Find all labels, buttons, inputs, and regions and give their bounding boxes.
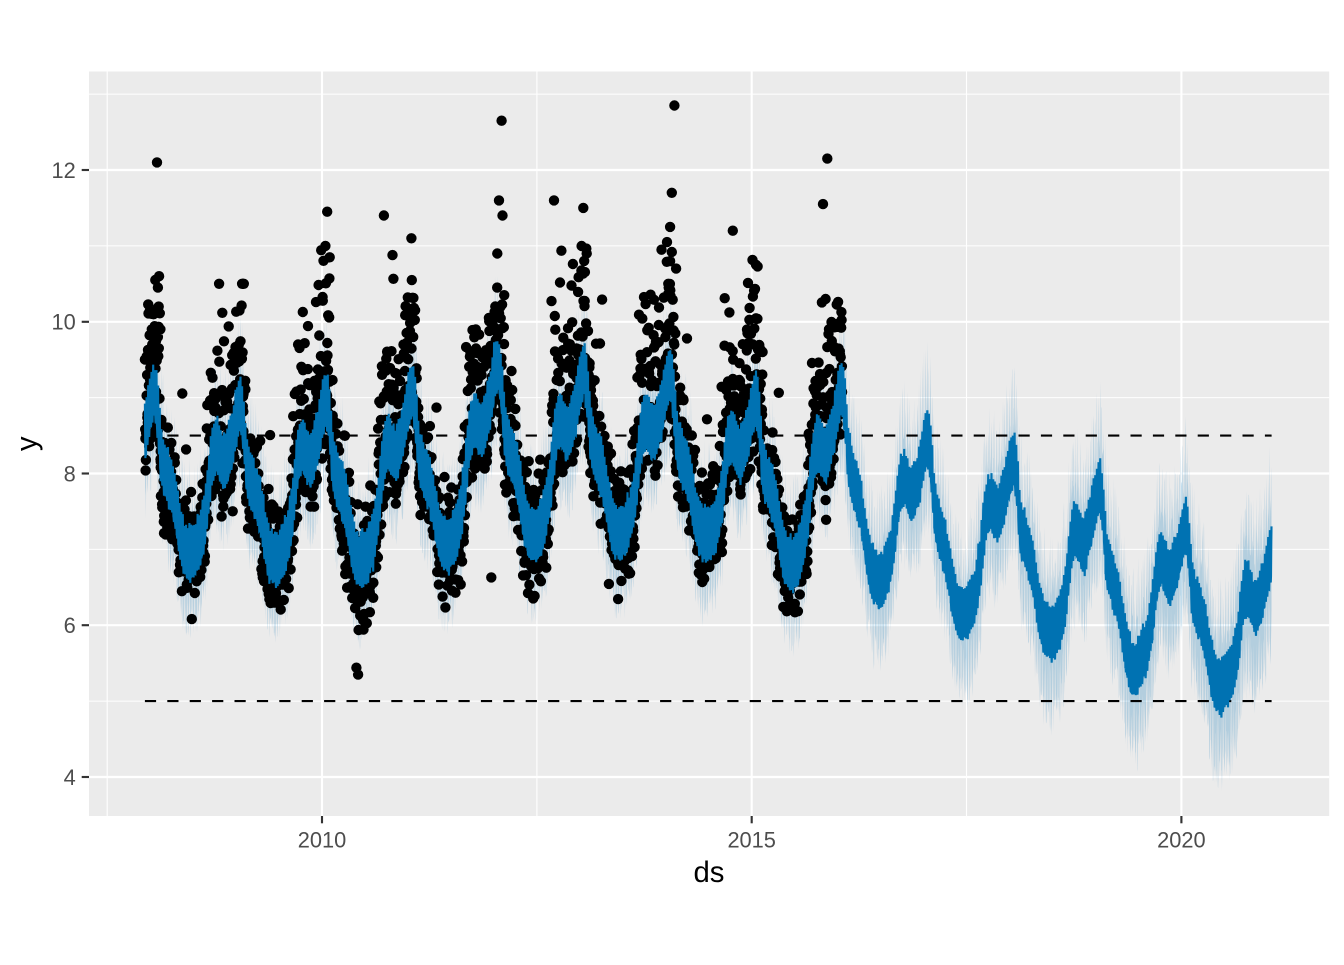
svg-text:10: 10 xyxy=(52,310,76,335)
svg-text:12: 12 xyxy=(52,158,76,183)
svg-text:y: y xyxy=(11,436,44,451)
svg-text:2010: 2010 xyxy=(298,827,347,852)
svg-text:2020: 2020 xyxy=(1157,827,1206,852)
svg-text:8: 8 xyxy=(64,461,76,486)
svg-text:4: 4 xyxy=(64,765,76,790)
svg-text:2015: 2015 xyxy=(727,827,776,852)
svg-text:6: 6 xyxy=(64,613,76,638)
svg-text:ds: ds xyxy=(694,856,725,889)
